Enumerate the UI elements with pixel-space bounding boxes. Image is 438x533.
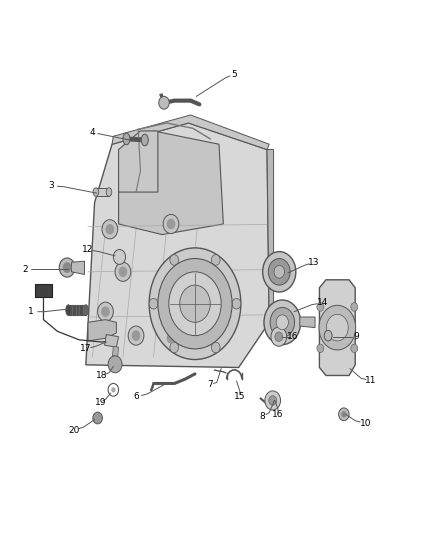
Text: 18: 18 <box>96 371 108 380</box>
Circle shape <box>163 329 179 348</box>
Text: 10: 10 <box>360 419 371 428</box>
Circle shape <box>159 96 169 109</box>
Circle shape <box>212 255 220 265</box>
Circle shape <box>319 305 356 350</box>
Ellipse shape <box>106 188 112 196</box>
Text: 15: 15 <box>234 392 246 401</box>
Circle shape <box>102 220 118 239</box>
Polygon shape <box>113 346 119 357</box>
Ellipse shape <box>83 305 88 316</box>
Circle shape <box>268 259 290 285</box>
Text: 4: 4 <box>89 128 95 137</box>
Text: 12: 12 <box>81 245 93 254</box>
Circle shape <box>98 302 113 321</box>
Text: 20: 20 <box>68 426 80 435</box>
Circle shape <box>275 332 283 342</box>
Text: 11: 11 <box>365 376 377 385</box>
Text: 7: 7 <box>207 380 213 389</box>
Circle shape <box>317 344 324 352</box>
Circle shape <box>351 344 358 352</box>
Circle shape <box>264 300 300 345</box>
Circle shape <box>170 255 179 265</box>
Circle shape <box>180 285 210 322</box>
Polygon shape <box>71 261 85 274</box>
Circle shape <box>158 259 232 349</box>
Polygon shape <box>105 335 119 348</box>
Circle shape <box>106 224 114 235</box>
Circle shape <box>128 326 144 345</box>
Circle shape <box>166 219 175 229</box>
Text: 13: 13 <box>308 258 320 266</box>
Circle shape <box>274 265 285 278</box>
Ellipse shape <box>324 330 332 341</box>
Polygon shape <box>112 115 269 150</box>
Polygon shape <box>267 150 274 325</box>
Circle shape <box>115 262 131 281</box>
Polygon shape <box>88 320 117 341</box>
Text: 16: 16 <box>272 410 284 419</box>
Circle shape <box>263 252 296 292</box>
Circle shape <box>339 408 349 421</box>
Polygon shape <box>119 131 158 192</box>
Circle shape <box>132 330 141 341</box>
Circle shape <box>119 266 127 277</box>
Circle shape <box>163 214 179 233</box>
Circle shape <box>326 314 348 341</box>
Circle shape <box>276 315 288 330</box>
Circle shape <box>108 356 122 373</box>
Circle shape <box>93 412 102 424</box>
Ellipse shape <box>66 305 71 316</box>
Circle shape <box>270 308 294 337</box>
Polygon shape <box>300 317 315 328</box>
Circle shape <box>271 327 287 346</box>
Text: 6: 6 <box>133 392 139 401</box>
Circle shape <box>232 298 241 309</box>
Circle shape <box>63 262 71 273</box>
Text: 16: 16 <box>286 332 298 341</box>
Circle shape <box>341 411 346 417</box>
Circle shape <box>169 272 221 336</box>
Circle shape <box>351 303 358 311</box>
Text: 2: 2 <box>22 265 28 273</box>
Circle shape <box>212 342 220 353</box>
Circle shape <box>269 395 277 405</box>
Circle shape <box>149 248 241 360</box>
Text: 17: 17 <box>80 344 92 353</box>
Circle shape <box>111 387 116 392</box>
Text: 5: 5 <box>231 70 237 78</box>
Polygon shape <box>96 188 109 196</box>
Circle shape <box>317 303 324 311</box>
Text: 8: 8 <box>260 412 265 421</box>
Circle shape <box>265 391 281 410</box>
Circle shape <box>59 258 75 277</box>
Circle shape <box>149 298 158 309</box>
Circle shape <box>113 249 126 264</box>
Ellipse shape <box>93 188 99 196</box>
Circle shape <box>166 333 175 344</box>
Circle shape <box>170 342 179 353</box>
Polygon shape <box>35 284 52 297</box>
Text: 9: 9 <box>353 332 360 341</box>
Polygon shape <box>119 131 223 235</box>
Polygon shape <box>319 280 355 375</box>
Text: 1: 1 <box>28 307 34 316</box>
Polygon shape <box>86 123 269 368</box>
Ellipse shape <box>123 133 130 145</box>
Text: 14: 14 <box>317 298 328 307</box>
Text: 19: 19 <box>95 398 106 407</box>
Ellipse shape <box>141 134 148 146</box>
Text: 3: 3 <box>48 181 54 190</box>
Circle shape <box>101 306 110 317</box>
Polygon shape <box>68 305 86 316</box>
